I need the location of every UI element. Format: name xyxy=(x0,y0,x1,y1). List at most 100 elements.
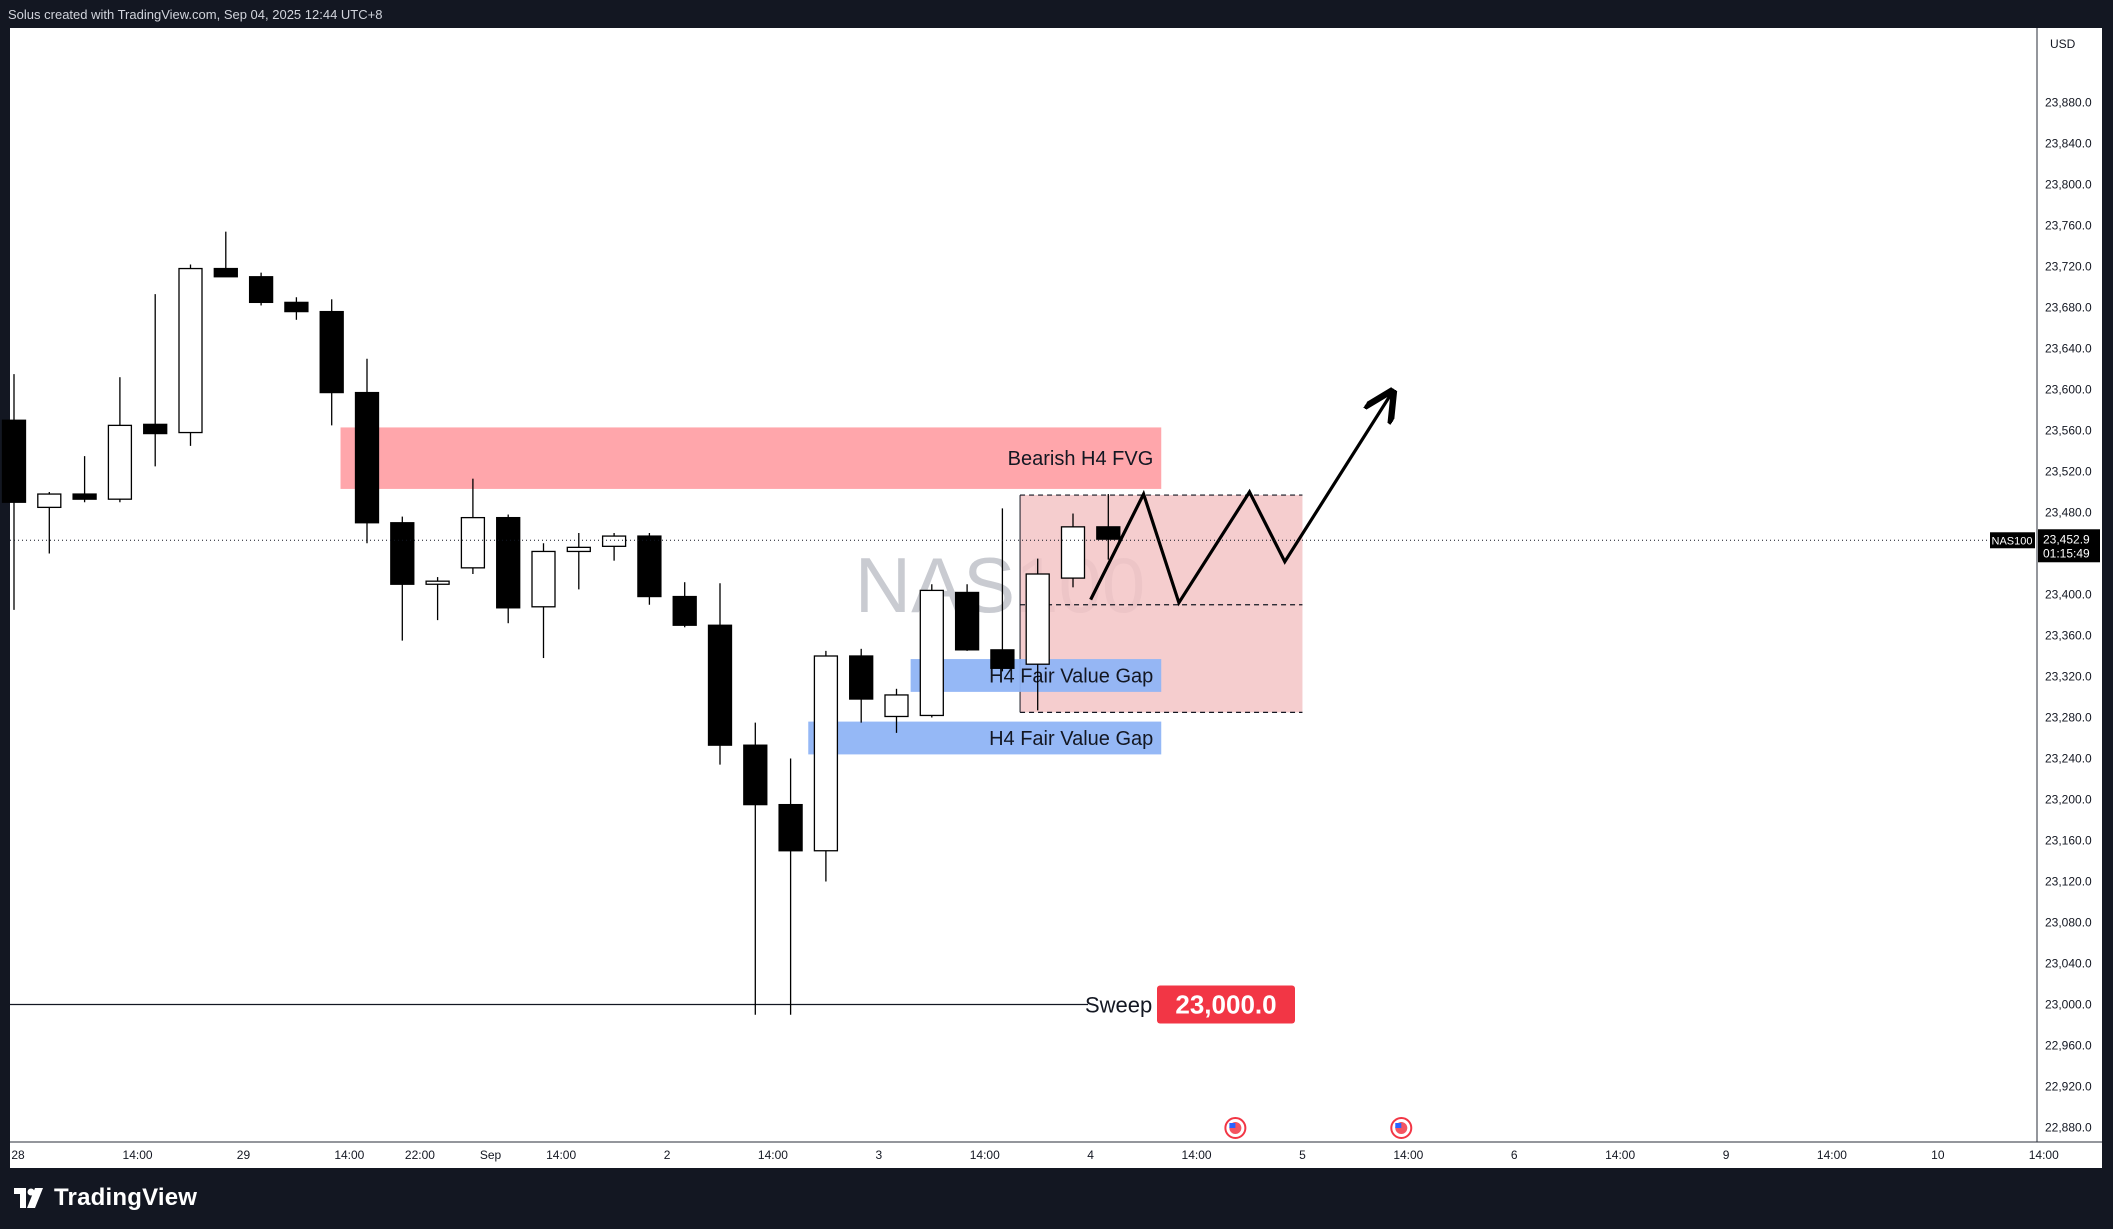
currency-label: USD xyxy=(2050,37,2076,51)
chart-frame: NAS100 USD Bearish H4 FVG H4 Fair Value G… xyxy=(0,28,2113,1168)
projection-arrow xyxy=(1089,395,1391,607)
candle-body xyxy=(531,550,556,608)
candle-body xyxy=(672,595,697,626)
price-tick-label: 23,880.0 xyxy=(2045,96,2092,110)
time-tick-label: 14:00 xyxy=(758,1148,788,1162)
symbol-badge-label: NAS100 xyxy=(1992,535,2033,547)
zone-bearish xyxy=(340,427,1162,489)
zone-bullish xyxy=(808,721,1162,755)
price-tick-label: 23,360.0 xyxy=(2045,629,2092,643)
tradingview-brand-text: TradingView xyxy=(54,1184,198,1211)
time-tick-label: 4 xyxy=(1087,1148,1094,1162)
sweep-price-badge xyxy=(1157,985,1295,1024)
chart-caption: Solus created with TradingView.com, Sep … xyxy=(8,7,383,22)
candle-body xyxy=(884,694,909,718)
symbol-badge xyxy=(1990,532,2035,549)
bottom-bar: TradingView xyxy=(0,1168,2113,1229)
price-tick-label: 23,120.0 xyxy=(2045,875,2092,889)
time-tick-label: 10 xyxy=(1931,1148,1945,1162)
zone-label: Bearish H4 FVG xyxy=(1008,448,1154,470)
time-tick-label: 2 xyxy=(664,1148,671,1162)
time-tick-label: 14:00 xyxy=(334,1148,364,1162)
price-tick-label: 23,760.0 xyxy=(2045,219,2092,233)
time-axis[interactable] xyxy=(10,1142,2102,1168)
time-tick-label: 14:00 xyxy=(1182,1148,1212,1162)
price-tick-label: 23,480.0 xyxy=(2045,506,2092,520)
sweep-layer: Sweep 23,000.0 xyxy=(9,985,1295,1024)
time-tick-label: 14:00 xyxy=(1605,1148,1635,1162)
candle-body xyxy=(496,516,521,609)
candle-body xyxy=(637,535,662,598)
time-tick-label: 14:00 xyxy=(1393,1148,1423,1162)
event-flag-icon-canton xyxy=(1229,1123,1236,1128)
price-tick-label: 23,080.0 xyxy=(2045,916,2092,930)
price-tick-label: 22,920.0 xyxy=(2045,1080,2092,1094)
time-tick-label: 14:00 xyxy=(1817,1148,1847,1162)
time-tick-label: 6 xyxy=(1511,1148,1518,1162)
current-price-badge xyxy=(2038,529,2100,563)
candle-body xyxy=(178,267,203,434)
tradingview-logo[interactable]: TradingView xyxy=(14,1184,197,1212)
price-tick-label: 22,880.0 xyxy=(2045,1121,2092,1135)
candle-body xyxy=(707,624,733,746)
current-price-layer: NAS100 23,452.901:15:49 xyxy=(10,529,2100,563)
candle-body xyxy=(566,546,591,553)
top-bar: Solus created with TradingView.com, Sep … xyxy=(0,0,2113,28)
price-tick-label: 22,960.0 xyxy=(2045,1039,2092,1053)
price-axis[interactable] xyxy=(2037,28,2102,1168)
candle-body xyxy=(1096,526,1121,540)
time-tick-label: 3 xyxy=(876,1148,883,1162)
price-tick-label: 23,000.0 xyxy=(2045,998,2092,1012)
candle-body xyxy=(919,589,944,717)
time-tick-label: 22:00 xyxy=(405,1148,435,1162)
candle-body xyxy=(954,591,980,651)
candle-body xyxy=(1025,573,1050,665)
price-tick-label: 23,160.0 xyxy=(2045,834,2092,848)
price-tick-label: 23,640.0 xyxy=(2045,342,2092,356)
candle-body xyxy=(460,516,486,569)
candle-body xyxy=(425,580,450,585)
projection-layer xyxy=(1089,395,1391,607)
candle-body xyxy=(390,522,415,585)
price-axis-labels: 22,880.0 22,920.0 22,960.0 23,000.0 23,040.0… xyxy=(2045,96,2092,1135)
price-tick-label: 23,840.0 xyxy=(2045,137,2092,151)
time-tick-label: 9 xyxy=(1723,1148,1730,1162)
zone-label: H4 Fair Value Gap xyxy=(989,728,1153,750)
price-tick-label: 23,400.0 xyxy=(2045,588,2092,602)
price-tick-label: 23,200.0 xyxy=(2045,793,2092,807)
time-tick-label: 29 xyxy=(237,1148,251,1162)
price-tick-label: 23,800.0 xyxy=(2045,178,2092,192)
time-tick-label: Sep xyxy=(480,1148,502,1162)
time-tick-label: 14:00 xyxy=(2029,1148,2059,1162)
candle-body xyxy=(143,423,168,435)
candles-layer xyxy=(1,231,1121,1015)
price-chart[interactable]: NAS100 USD Bearish H4 FVG H4 Fair Value G… xyxy=(0,28,2113,1168)
time-tick-label: 5 xyxy=(1299,1148,1306,1162)
price-tick-label: 23,320.0 xyxy=(2045,670,2092,684)
candle-body xyxy=(1060,526,1086,579)
sweep-price-label: 23,000.0 xyxy=(1175,990,1276,1020)
candle-body xyxy=(778,803,803,852)
candle-body xyxy=(601,535,627,547)
price-tick-label: 23,240.0 xyxy=(2045,752,2092,766)
price-tick-label: 23,560.0 xyxy=(2045,424,2092,438)
price-tick-label: 23,040.0 xyxy=(2045,957,2092,971)
candle-body xyxy=(990,649,1015,669)
time-tick-label: 14:00 xyxy=(123,1148,153,1162)
time-tick-label: 28 xyxy=(11,1148,25,1162)
candle-body xyxy=(213,267,238,278)
candle-body xyxy=(743,744,768,806)
candle-body xyxy=(107,424,133,500)
candle-body xyxy=(72,493,97,500)
time-tick-label: 14:00 xyxy=(970,1148,1000,1162)
tradingview-logo-icon xyxy=(14,1188,43,1208)
price-tick-label: 23,520.0 xyxy=(2045,465,2092,479)
time-tick-label: 14:00 xyxy=(546,1148,576,1162)
price-tick-label: 23,280.0 xyxy=(2045,711,2092,725)
price-tick-label: 23,600.0 xyxy=(2045,383,2092,397)
zone-label: H4 Fair Value Gap xyxy=(989,665,1153,687)
candle-body xyxy=(1,419,27,503)
candle-body xyxy=(319,310,344,394)
event-markers xyxy=(1224,1117,1413,1139)
price-tick-label: 23,680.0 xyxy=(2045,301,2092,315)
